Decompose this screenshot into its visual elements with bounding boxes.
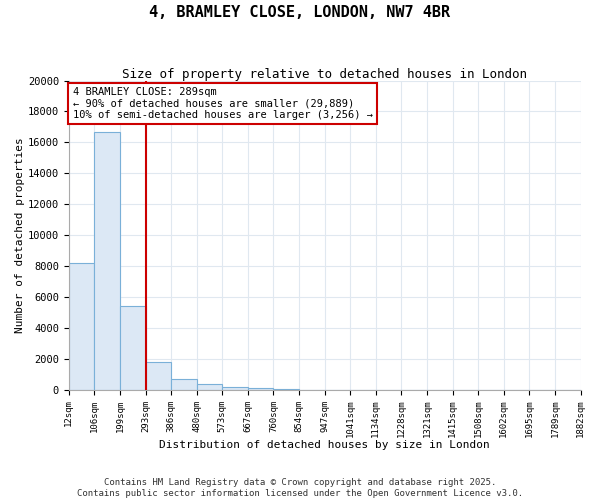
Bar [69,263,94,390]
Title: Size of property relative to detached houses in London: Size of property relative to detached ho… [122,68,527,80]
Bar [171,379,197,390]
Bar [146,362,171,390]
Text: 4, BRAMLEY CLOSE, LONDON, NW7 4BR: 4, BRAMLEY CLOSE, LONDON, NW7 4BR [149,5,451,20]
Y-axis label: Number of detached properties: Number of detached properties [15,138,25,333]
X-axis label: Distribution of detached houses by size in London: Distribution of detached houses by size … [159,440,490,450]
Text: Contains HM Land Registry data © Crown copyright and database right 2025.
Contai: Contains HM Land Registry data © Crown c… [77,478,523,498]
Bar [120,306,146,390]
Bar [222,387,248,390]
Bar [197,384,222,390]
Bar [248,388,274,390]
Text: 4 BRAMLEY CLOSE: 289sqm
← 90% of detached houses are smaller (29,889)
10% of sem: 4 BRAMLEY CLOSE: 289sqm ← 90% of detache… [73,86,373,120]
Bar [274,389,299,390]
Bar [94,132,120,390]
